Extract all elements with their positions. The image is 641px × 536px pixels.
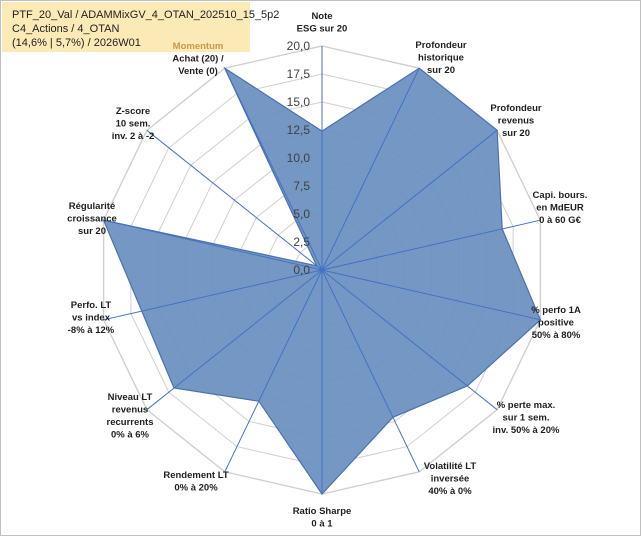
- axis-label-9: Niveau LT revenus recurrents 0% à 6%: [107, 392, 154, 441]
- tick-label: 15,0: [287, 95, 311, 109]
- header-portfolio: PTF_20_Val / ADAMMixGV_4_OTAN_202510_15_…: [12, 9, 280, 21]
- tick-label: 0,0: [293, 263, 310, 277]
- tick-label: 10,0: [287, 151, 311, 165]
- tick-label: 17,5: [287, 67, 311, 81]
- spoke-3: [321, 219, 541, 271]
- radar-spokes: [103, 46, 541, 494]
- spoke-1: [321, 67, 420, 271]
- tick-label: 2,5: [293, 235, 310, 249]
- radar-tick-labels: 0,0 2,5 5,0 7,5 10,0 12,5 15,0 17,5 20,0: [287, 39, 311, 277]
- spoke-12: [146, 129, 323, 271]
- axis-label-2: Profondeur revenus sur 20: [490, 103, 541, 139]
- radar-axis-labels: Note ESG sur 20 Profondeur historique sur 20…: [67, 11, 587, 530]
- spoke-2: [321, 129, 498, 271]
- header-category: C4_Actions / 4_OTAN: [12, 23, 120, 35]
- axis-label-7: Ratio Sharpe 0 à 1: [293, 506, 352, 530]
- axis-label-4: % perfo 1A positive 50% à 80%: [531, 305, 581, 341]
- spoke-11: [103, 219, 323, 271]
- spoke-6: [321, 269, 420, 473]
- axis-label-6: Volatilité LT inversée 40% à 0%: [424, 461, 477, 497]
- tick-label: 20,0: [287, 39, 311, 53]
- chart-header: PTF_20_Val / ADAMMixGV_4_OTAN_202510_15_…: [2, 2, 280, 52]
- axis-label-12: Z-score 10 sem. inv. 2 à -2: [112, 106, 155, 142]
- spoke-10: [103, 269, 323, 321]
- axis-label-5: % perte max. sur 1 sem. inv. 50% à 20%: [493, 400, 560, 436]
- spoke-9: [146, 269, 323, 411]
- axis-label-8: Rendement LT 0% à 20%: [163, 470, 228, 494]
- axis-label-1: Profondeur historique sur 20: [415, 40, 466, 76]
- header-stats: (14,6% | 5,7%) / 2026W01: [12, 37, 141, 49]
- spoke-5: [321, 269, 498, 411]
- axis-label-11: Régularité croissance sur 20: [67, 201, 117, 237]
- axis-label-3: Capi. bours. en MdEUR 0 à 60 G€: [533, 190, 588, 226]
- tick-label: 7,5: [293, 179, 310, 193]
- axis-label-13: Momentum Achat (20) / Vente (0): [172, 41, 224, 77]
- tick-label: 5,0: [293, 207, 310, 221]
- axis-label-0: Note ESG sur 20: [297, 11, 348, 35]
- tick-label: 12,5: [287, 123, 311, 137]
- axis-label-10: Perfo. LT vs index -8% à 12%: [68, 300, 115, 336]
- spoke-8: [224, 269, 323, 473]
- spoke-4: [321, 269, 541, 321]
- spoke-13: [224, 67, 323, 271]
